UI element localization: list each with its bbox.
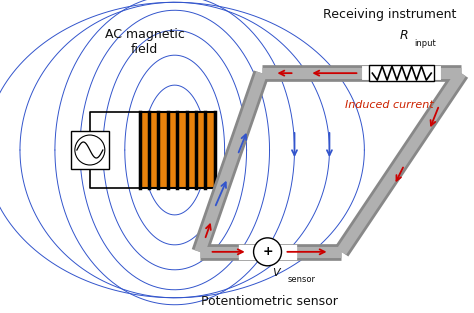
Circle shape [75, 135, 105, 165]
Text: Potentiometric sensor: Potentiometric sensor [201, 295, 338, 308]
Text: R: R [399, 29, 408, 42]
Text: Receiving instrument: Receiving instrument [323, 8, 456, 21]
Bar [71, 131, 109, 169]
Text: +: + [262, 245, 273, 258]
Bar [140, 112, 215, 188]
Text: Induced current: Induced current [345, 100, 434, 110]
Bar [369, 65, 434, 81]
Text: input: input [414, 39, 436, 48]
Text: AC magnetic
field: AC magnetic field [105, 28, 185, 56]
Circle shape [254, 238, 282, 266]
Text: sensor: sensor [288, 275, 316, 284]
Text: V: V [273, 268, 280, 278]
